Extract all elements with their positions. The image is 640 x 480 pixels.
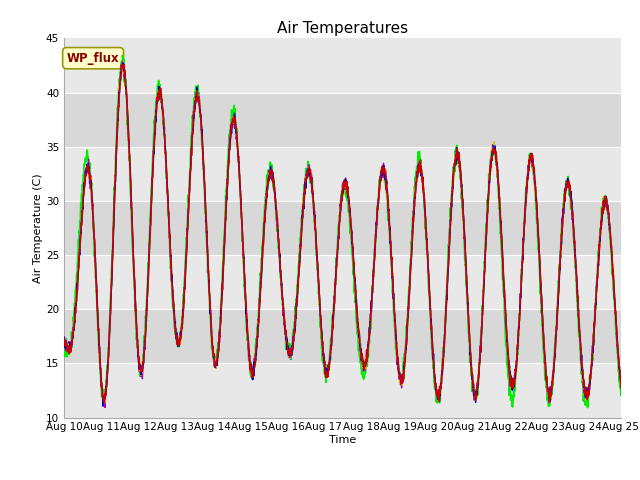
PanelTemp [505, 360, 513, 365]
Bar [64, 201, 621, 255]
li77_temp [505, 358, 513, 364]
Tsonic [359, 370, 367, 376]
Tsonic [371, 246, 379, 252]
PanelTemp [60, 336, 68, 342]
AirT [371, 249, 379, 254]
li77_temp [568, 201, 576, 207]
Title: Air Temperatures: Air Temperatures [277, 21, 408, 36]
AM25T_PRT [568, 204, 576, 209]
li77_temp [359, 357, 367, 363]
Tsonic [568, 204, 575, 210]
Bar [64, 363, 621, 418]
li75_t [216, 334, 223, 340]
AirT [100, 399, 108, 405]
Tsonic [60, 341, 68, 347]
NR01_PRT [617, 376, 625, 382]
PanelTemp [371, 244, 379, 250]
Line: Tsonic: Tsonic [64, 55, 621, 408]
Bar [64, 255, 621, 309]
AirT [216, 331, 223, 336]
Y-axis label: Air Temperature (C): Air Temperature (C) [33, 173, 43, 283]
PanelTemp [568, 205, 576, 211]
li75_t [120, 61, 128, 67]
li75_t [359, 360, 367, 366]
AM25T_PRT [216, 331, 223, 337]
Bar [64, 147, 621, 201]
li77_temp [584, 394, 591, 399]
PanelTemp [100, 400, 108, 406]
li75_t [617, 385, 625, 391]
PanelTemp [359, 360, 367, 366]
AM25T_PRT [584, 392, 591, 398]
li77_temp [60, 334, 68, 340]
NR01_PRT [101, 405, 109, 410]
Tsonic [504, 376, 512, 382]
AirT [359, 360, 367, 365]
PanelTemp [118, 60, 126, 66]
Line: PanelTemp: PanelTemp [64, 63, 621, 403]
AirT [120, 58, 127, 64]
NR01_PRT [584, 396, 591, 401]
Tsonic [584, 396, 591, 402]
li77_temp [118, 60, 126, 65]
NR01_PRT [60, 335, 68, 341]
NR01_PRT [216, 333, 223, 339]
NR01_PRT [359, 360, 367, 366]
li77_temp [216, 328, 223, 334]
li75_t [505, 364, 513, 370]
li75_t [584, 390, 591, 396]
AirT [584, 393, 591, 398]
Line: li77_temp: li77_temp [64, 62, 621, 406]
Line: AirT: AirT [64, 61, 621, 402]
PanelTemp [584, 392, 591, 397]
AM25T_PRT [371, 248, 379, 254]
X-axis label: Time: Time [329, 435, 356, 445]
li75_t [371, 245, 379, 251]
Line: NR01_PRT: NR01_PRT [64, 61, 621, 408]
Tsonic [216, 326, 223, 332]
li77_temp [371, 245, 379, 251]
NR01_PRT [568, 207, 576, 213]
NR01_PRT [505, 364, 513, 370]
Text: WP_flux: WP_flux [67, 52, 120, 65]
Bar [64, 309, 621, 363]
Bar [64, 38, 621, 93]
NR01_PRT [118, 59, 126, 64]
li75_t [100, 400, 108, 406]
AirT [60, 338, 68, 344]
AM25T_PRT [505, 359, 513, 365]
Tsonic [118, 52, 126, 58]
AirT [617, 380, 625, 385]
AM25T_PRT [118, 58, 126, 63]
li77_temp [617, 382, 625, 387]
Bar [64, 93, 621, 147]
AM25T_PRT [100, 401, 108, 407]
AirT [505, 357, 513, 362]
li77_temp [99, 403, 107, 409]
PanelTemp [617, 385, 625, 391]
Tsonic [617, 392, 625, 398]
PanelTemp [216, 326, 223, 332]
NR01_PRT [371, 246, 379, 252]
AM25T_PRT [617, 377, 625, 383]
AirT [568, 205, 576, 211]
AM25T_PRT [359, 355, 367, 360]
li75_t [568, 209, 576, 215]
li75_t [60, 337, 68, 343]
AM25T_PRT [60, 338, 68, 344]
Tsonic [584, 405, 591, 410]
Line: AM25T_PRT: AM25T_PRT [64, 60, 621, 404]
Line: li75_t: li75_t [64, 64, 621, 403]
